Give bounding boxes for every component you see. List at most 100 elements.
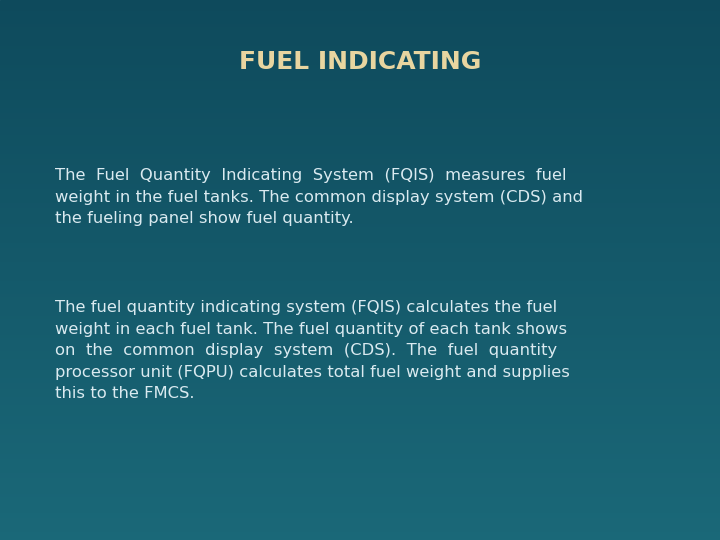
Bar (0, 30, 720, 32)
Bar (0, 446, 720, 448)
Bar (0, 389, 720, 392)
Bar (0, 402, 720, 405)
Bar (0, 481, 720, 483)
Bar (0, 219, 720, 221)
Bar (0, 348, 720, 351)
Bar (0, 246, 720, 248)
Bar (0, 248, 720, 251)
Bar (0, 240, 720, 243)
Bar (0, 413, 720, 416)
Bar (0, 416, 720, 418)
Bar (0, 70, 720, 73)
Bar (0, 537, 720, 540)
Bar (0, 5, 720, 8)
Bar (0, 265, 720, 267)
Bar (0, 57, 720, 59)
Bar (0, 192, 720, 194)
Bar (0, 173, 720, 176)
Bar (0, 443, 720, 445)
Bar (0, 200, 720, 202)
Bar (0, 394, 720, 397)
Bar (0, 65, 720, 68)
Bar (0, 8, 720, 11)
Bar (0, 410, 720, 413)
Bar (0, 284, 720, 286)
Bar (0, 267, 720, 270)
Bar (0, 478, 720, 481)
Bar (0, 510, 720, 513)
Bar (0, 521, 720, 524)
Bar (0, 259, 720, 262)
Bar (0, 140, 720, 143)
Bar (0, 211, 720, 213)
Bar (0, 216, 720, 219)
Bar (0, 62, 720, 65)
Bar (0, 235, 720, 238)
Bar (0, 148, 720, 151)
Bar (0, 292, 720, 294)
Bar (0, 194, 720, 197)
Bar (0, 516, 720, 518)
Bar (0, 251, 720, 254)
Bar (0, 35, 720, 38)
Bar (0, 108, 720, 111)
Bar (0, 397, 720, 400)
Bar (0, 213, 720, 216)
Bar (0, 54, 720, 57)
Bar (0, 138, 720, 140)
Bar (0, 24, 720, 27)
Bar (0, 356, 720, 359)
Bar (0, 432, 720, 435)
Bar (0, 316, 720, 319)
Bar (0, 310, 720, 313)
Bar (0, 305, 720, 308)
Bar (0, 351, 720, 354)
Bar (0, 151, 720, 154)
Bar (0, 327, 720, 329)
Bar (0, 486, 720, 489)
Bar (0, 302, 720, 305)
Bar (0, 408, 720, 410)
Bar (0, 440, 720, 443)
Bar (0, 19, 720, 22)
Bar (0, 189, 720, 192)
Bar (0, 429, 720, 432)
Bar (0, 524, 720, 526)
Bar (0, 159, 720, 162)
Bar (0, 459, 720, 462)
Bar (0, 94, 720, 97)
Bar (0, 78, 720, 81)
Bar (0, 364, 720, 367)
Bar (0, 176, 720, 178)
Bar (0, 100, 720, 103)
Bar (0, 59, 720, 62)
Bar (0, 270, 720, 273)
Bar (0, 146, 720, 148)
Bar (0, 375, 720, 378)
Bar (0, 392, 720, 394)
Bar (0, 451, 720, 454)
Bar (0, 243, 720, 246)
Bar (0, 472, 720, 475)
Bar (0, 462, 720, 464)
Bar (0, 81, 720, 84)
Bar (0, 483, 720, 486)
Bar (0, 27, 720, 30)
Bar (0, 186, 720, 189)
Bar (0, 89, 720, 92)
Bar (0, 170, 720, 173)
Bar (0, 92, 720, 94)
Text: The  Fuel  Quantity  Indicating  System  (FQIS)  measures  fuel
weight in the fu: The Fuel Quantity Indicating System (FQI… (55, 168, 583, 226)
Bar (0, 324, 720, 327)
Bar (0, 297, 720, 300)
Bar (0, 227, 720, 229)
Bar (0, 230, 720, 232)
Bar (0, 154, 720, 157)
Bar (0, 335, 720, 338)
Bar (0, 421, 720, 424)
Bar (0, 232, 720, 235)
Bar (0, 435, 720, 437)
Bar (0, 46, 720, 49)
Bar (0, 526, 720, 529)
Bar (0, 448, 720, 451)
